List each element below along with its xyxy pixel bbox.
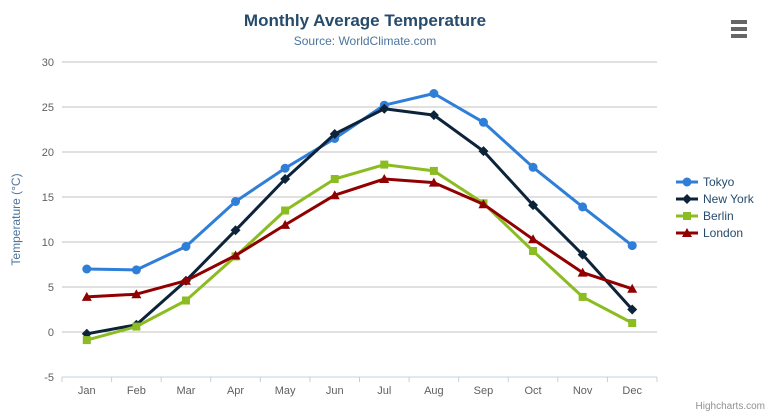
marker-tokyo[interactable] xyxy=(181,242,191,251)
marker-tokyo[interactable] xyxy=(578,202,588,212)
marker-tokyo[interactable] xyxy=(478,117,488,127)
marker-berlin[interactable] xyxy=(330,175,339,183)
x-axis-tick-label: Jun xyxy=(326,385,344,397)
y-axis-tick-label: 5 xyxy=(48,282,54,294)
marker-berlin[interactable] xyxy=(181,296,190,305)
marker-new-york[interactable] xyxy=(329,129,340,139)
marker-berlin[interactable] xyxy=(529,247,538,255)
marker-new-york[interactable] xyxy=(280,174,291,184)
x-axis-tick-label: Nov xyxy=(573,385,593,397)
hamburger-bar xyxy=(731,27,747,31)
legend-item-new-york[interactable]: New York xyxy=(676,190,754,207)
marker-london[interactable] xyxy=(131,289,142,299)
y-axis-tick-label: 20 xyxy=(42,147,54,159)
legend-marker-icon-berlin xyxy=(676,211,698,220)
marker-new-york[interactable] xyxy=(230,225,241,236)
x-axis-tick-label: Feb xyxy=(127,385,146,397)
marker-london[interactable] xyxy=(577,267,588,277)
series-london xyxy=(81,174,638,301)
y-axis-title: Temperature (°C) xyxy=(9,173,23,265)
x-axis-tick-label: Sep xyxy=(474,385,494,397)
marker-london[interactable] xyxy=(428,177,439,187)
marker-new-york[interactable] xyxy=(478,146,489,157)
series-line-berlin[interactable] xyxy=(85,163,634,342)
legend-marker-icon-tokyo xyxy=(676,177,698,186)
legend: Tokyo New York Berlin London xyxy=(676,173,754,241)
marker-new-york[interactable] xyxy=(627,304,638,315)
chart-subtitle: Source: WorldClimate.com xyxy=(293,34,437,48)
marker-berlin[interactable] xyxy=(578,292,587,301)
marker-berlin[interactable] xyxy=(281,206,290,215)
series-line-london[interactable] xyxy=(85,177,634,299)
marker-tokyo[interactable] xyxy=(528,162,538,172)
marker-tokyo[interactable] xyxy=(627,241,637,251)
legend-marker-icon-london xyxy=(676,227,698,237)
legend-label: Tokyo xyxy=(703,174,735,189)
marker-london[interactable] xyxy=(280,219,291,229)
y-axis-tick-label: 0 xyxy=(48,327,54,339)
marker-berlin[interactable] xyxy=(628,319,637,327)
x-axis-tick-label: Jan xyxy=(78,385,96,397)
y-axis-tick-label: -5 xyxy=(44,372,54,384)
marker-new-york[interactable] xyxy=(528,200,539,211)
legend-marker-new-york[interactable] xyxy=(682,193,692,204)
marker-berlin[interactable] xyxy=(132,322,141,331)
legend-label: Berlin xyxy=(703,208,734,223)
y-axis-tick-label: 10 xyxy=(42,237,54,249)
export-menu-button[interactable] xyxy=(729,20,749,40)
marker-tokyo[interactable] xyxy=(231,197,241,206)
hamburger-icon xyxy=(729,20,749,38)
marker-london[interactable] xyxy=(230,250,241,260)
legend-item-berlin[interactable]: Berlin xyxy=(676,207,754,224)
marker-london[interactable] xyxy=(528,234,539,244)
marker-tokyo[interactable] xyxy=(280,163,290,173)
x-axis-tick-label: Apr xyxy=(227,385,244,397)
legend-label: New York xyxy=(703,191,754,206)
x-axis-tick-label: Jul xyxy=(377,385,391,397)
marker-berlin[interactable] xyxy=(429,166,438,175)
legend-marker-berlin[interactable] xyxy=(683,211,691,220)
series-line-new-york[interactable] xyxy=(85,107,634,336)
legend-marker-tokyo[interactable] xyxy=(682,177,692,186)
marker-berlin[interactable] xyxy=(82,336,91,345)
marker-tokyo[interactable] xyxy=(131,265,141,275)
marker-berlin[interactable] xyxy=(380,160,389,169)
x-axis-tick-label: Aug xyxy=(424,385,444,397)
legend-item-tokyo[interactable]: Tokyo xyxy=(676,173,754,190)
marker-tokyo[interactable] xyxy=(82,264,92,274)
credits-link[interactable]: Highcharts.com xyxy=(695,401,765,412)
legend-marker-london[interactable] xyxy=(682,227,692,237)
marker-london[interactable] xyxy=(478,199,489,209)
y-axis-tick-label: 15 xyxy=(42,192,54,204)
marker-london[interactable] xyxy=(329,190,340,200)
hamburger-bar xyxy=(731,20,747,24)
marker-london[interactable] xyxy=(81,291,92,301)
marker-london[interactable] xyxy=(379,174,390,183)
legend-label: London xyxy=(703,225,744,240)
x-axis-tick-label: Mar xyxy=(176,385,195,397)
marker-new-york[interactable] xyxy=(379,103,390,114)
legend-marker-icon-new-york xyxy=(676,193,698,204)
series-tokyo xyxy=(82,89,637,275)
marker-london[interactable] xyxy=(180,275,191,285)
chart-title: Monthly Average Temperature xyxy=(243,11,487,30)
y-axis-tick-label: 25 xyxy=(42,102,54,114)
marker-london[interactable] xyxy=(627,283,638,293)
x-axis-tick-label: Oct xyxy=(524,385,541,397)
x-axis-tick-label: May xyxy=(275,385,296,397)
y-axis-tick-label: 30 xyxy=(42,57,54,69)
hamburger-bar xyxy=(731,34,747,38)
marker-tokyo[interactable] xyxy=(429,89,439,98)
marker-new-york[interactable] xyxy=(577,249,588,260)
marker-new-york[interactable] xyxy=(428,110,439,121)
legend-item-london[interactable]: London xyxy=(676,224,754,241)
x-axis-tick-label: Dec xyxy=(622,385,642,397)
series-new-york xyxy=(81,103,638,339)
